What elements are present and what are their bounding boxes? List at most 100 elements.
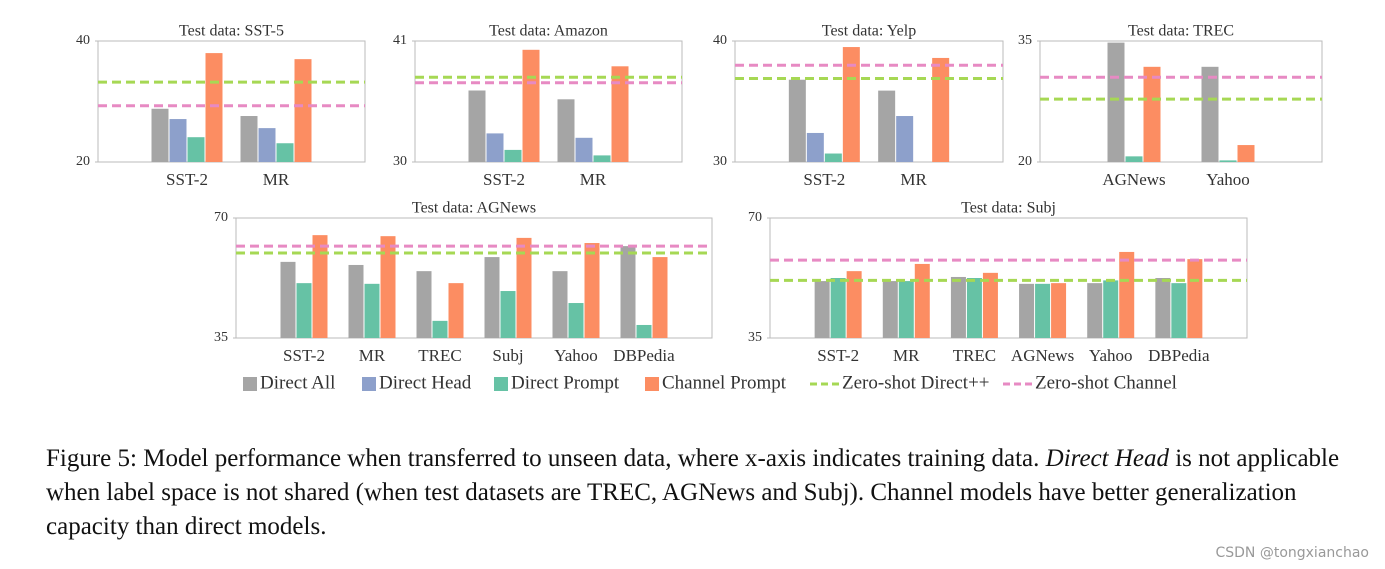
y-tick-label: 70 xyxy=(748,210,762,225)
x-tick-label: MR xyxy=(263,170,290,189)
bar xyxy=(824,153,842,162)
x-tick-label: DBPedia xyxy=(613,346,675,365)
plot-area xyxy=(1039,40,1323,163)
legend-swatch xyxy=(494,377,508,391)
bar xyxy=(1107,42,1125,162)
x-tick-label: Yahoo xyxy=(554,346,598,365)
bar xyxy=(1237,145,1255,162)
x-tick-label: SST-2 xyxy=(817,346,859,365)
bar xyxy=(484,257,500,338)
bar xyxy=(1019,283,1035,338)
x-tick-label: AGNews xyxy=(1102,170,1165,189)
bar xyxy=(448,283,464,338)
y-tick-label: 35 xyxy=(214,330,228,345)
bar xyxy=(432,320,448,338)
legend-label: Direct All xyxy=(260,372,335,393)
caption-text: Figure 5: Model performance when transfe… xyxy=(46,445,1046,472)
y-tick-label: 41 xyxy=(393,33,407,48)
x-tick-label: AGNews xyxy=(1011,346,1074,365)
bar xyxy=(258,128,276,162)
chart-title: Test data: SST-5 xyxy=(179,23,284,40)
legend-swatch xyxy=(243,377,257,391)
bar xyxy=(169,119,187,162)
bar xyxy=(468,90,486,162)
legend-label: Direct Prompt xyxy=(511,372,620,393)
chart-title: Test data: Yelp xyxy=(822,23,916,40)
x-tick-label: Yahoo xyxy=(1089,346,1133,365)
bar xyxy=(788,79,806,162)
bar xyxy=(312,235,328,338)
caption: Figure 5: Model performance when transfe… xyxy=(46,442,1346,544)
legend-label: Zero-shot Channel xyxy=(1035,372,1177,393)
x-tick-label: MR xyxy=(580,170,607,189)
y-tick-label: 70 xyxy=(214,210,228,225)
bar xyxy=(914,263,930,338)
bar xyxy=(348,264,364,338)
bar xyxy=(522,49,540,162)
legend-label: Channel Prompt xyxy=(662,372,787,393)
chart-title: Test data: AGNews xyxy=(412,200,536,217)
bar xyxy=(1119,251,1135,338)
bar xyxy=(1125,156,1143,162)
x-tick-label: MR xyxy=(893,346,920,365)
x-tick-label: TREC xyxy=(418,346,461,365)
plot-area xyxy=(734,40,1004,163)
bar xyxy=(416,271,432,338)
x-tick-label: TREC xyxy=(953,346,996,365)
bar xyxy=(652,257,668,338)
x-tick-label: SST-2 xyxy=(803,170,845,189)
bar xyxy=(280,261,296,338)
y-tick-label: 30 xyxy=(713,154,727,169)
bar xyxy=(1201,66,1219,162)
bar xyxy=(636,324,652,338)
watermark: CSDN @tongxianchao xyxy=(1215,545,1369,561)
bar xyxy=(611,66,629,162)
x-tick-label: Yahoo xyxy=(1206,170,1250,189)
plot-area xyxy=(769,217,1248,339)
bar xyxy=(504,149,522,162)
y-tick-label: 40 xyxy=(713,33,727,48)
y-tick-label: 20 xyxy=(76,154,90,169)
bar xyxy=(982,272,998,338)
bar xyxy=(932,57,950,162)
bar xyxy=(1171,283,1187,338)
y-tick-label: 30 xyxy=(393,154,407,169)
bar xyxy=(1035,283,1051,338)
bar xyxy=(568,303,584,338)
bar xyxy=(240,116,258,162)
plot-area xyxy=(414,40,683,163)
bar xyxy=(842,47,860,162)
bar xyxy=(814,281,830,338)
legend-label: Zero-shot Direct++ xyxy=(842,372,990,393)
x-tick-label: SST-2 xyxy=(283,346,325,365)
bar xyxy=(187,137,205,162)
legend-swatch xyxy=(362,377,376,391)
bar xyxy=(1087,283,1103,338)
y-tick-label: 40 xyxy=(76,33,90,48)
bar xyxy=(846,271,862,338)
caption-text: is not applicable when label space is no… xyxy=(46,445,1340,540)
bar xyxy=(557,99,575,162)
bar xyxy=(205,53,223,162)
x-tick-label: DBPedia xyxy=(1148,346,1210,365)
bar xyxy=(830,278,846,338)
bar xyxy=(552,271,568,338)
y-tick-label: 35 xyxy=(748,330,762,345)
chart-title: Test data: Subj xyxy=(961,200,1056,217)
bar xyxy=(878,90,896,162)
caption-emphasis: Direct Head xyxy=(1045,445,1169,472)
bar xyxy=(966,278,982,338)
plot-area xyxy=(97,40,366,163)
plot-area xyxy=(235,217,713,339)
bar xyxy=(620,246,636,338)
bar xyxy=(1103,280,1119,338)
bar xyxy=(516,237,532,338)
bar xyxy=(1143,66,1161,162)
bar xyxy=(950,276,966,338)
bar xyxy=(593,155,611,162)
bar xyxy=(276,143,294,162)
bar xyxy=(898,281,914,338)
bar xyxy=(1155,278,1171,338)
x-tick-label: Subj xyxy=(492,346,523,365)
legend-swatch xyxy=(645,377,659,391)
